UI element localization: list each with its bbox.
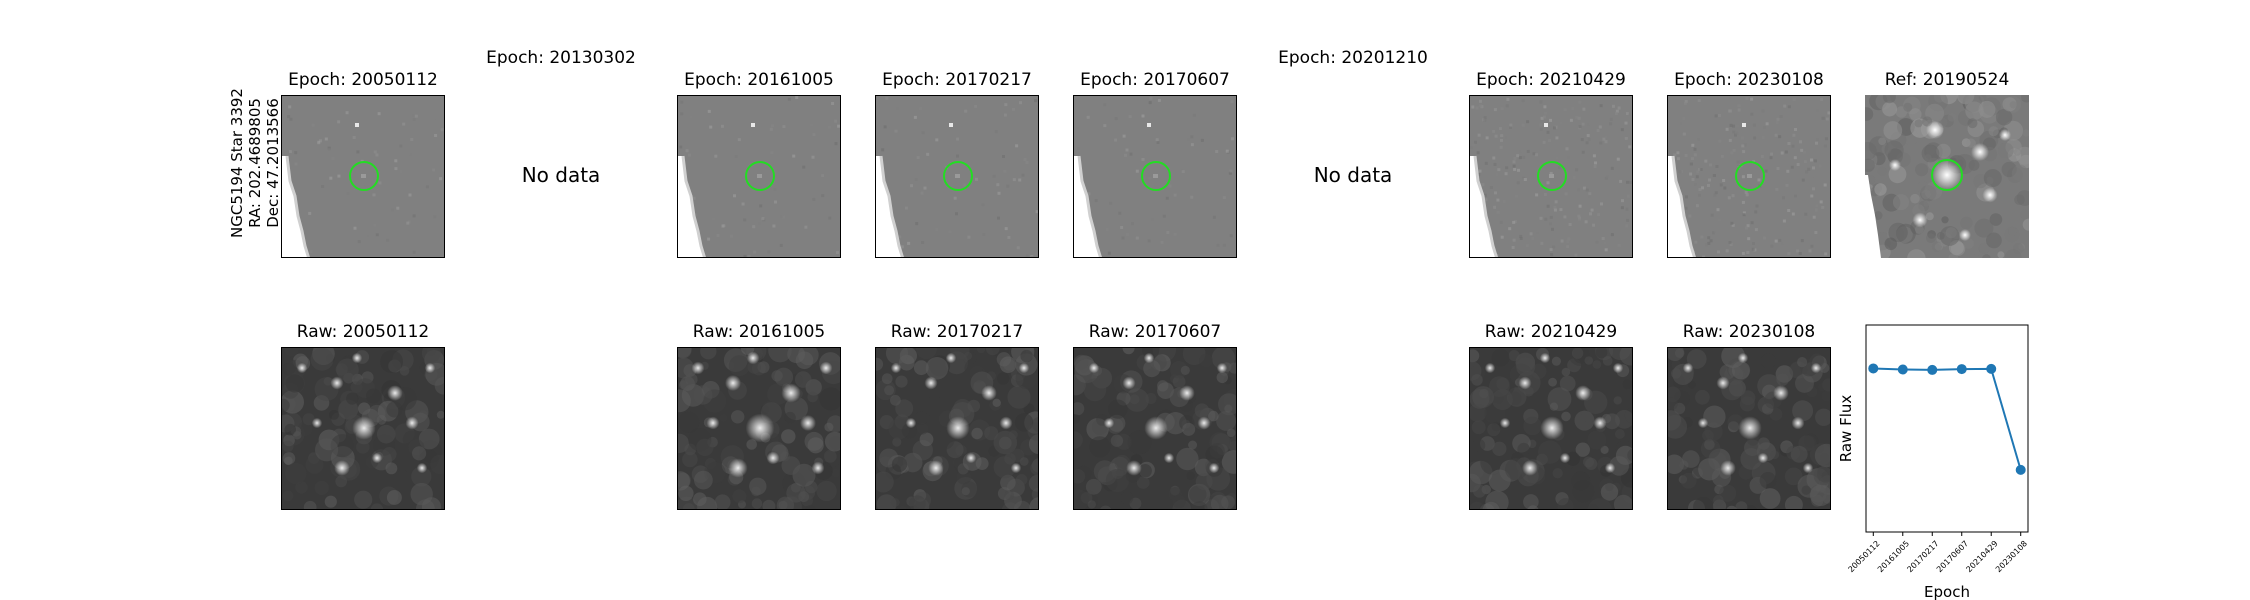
raw-image bbox=[1469, 347, 1633, 510]
raw-image bbox=[1667, 347, 1831, 510]
no-data-label: No data bbox=[521, 163, 601, 187]
x-tick-label: 20170217 bbox=[1905, 539, 1940, 574]
epoch-title: Epoch: 20130302 bbox=[486, 48, 636, 68]
raw-title: Raw: 20210429 bbox=[1484, 322, 1618, 342]
chart-axes-frame bbox=[1865, 324, 2029, 533]
epoch-title: Epoch: 20170217 bbox=[882, 70, 1032, 90]
data-point bbox=[1986, 363, 1997, 374]
reference-image bbox=[1865, 95, 2029, 258]
data-point bbox=[1868, 363, 1879, 374]
difference-image bbox=[281, 95, 445, 258]
difference-image bbox=[1073, 95, 1237, 258]
no-data-label: No data bbox=[1313, 163, 1393, 187]
x-tick-label: 20050112 bbox=[1847, 539, 1882, 574]
raw-title: Raw: 20230108 bbox=[1682, 322, 1816, 342]
x-tick-label: 20161005 bbox=[1876, 539, 1911, 574]
raw-title: Raw: 20170607 bbox=[1088, 322, 1222, 342]
x-axis-label: Epoch bbox=[1924, 583, 1970, 600]
series-line bbox=[1873, 367, 2022, 471]
y-axis-label: Raw Flux bbox=[1837, 395, 1855, 463]
target-dec: Dec: 47.2013566 bbox=[264, 98, 282, 228]
difference-image bbox=[875, 95, 1039, 258]
epoch-title: Epoch: 20050112 bbox=[288, 70, 438, 90]
raw-image bbox=[281, 347, 445, 510]
epoch-title: Epoch: 20210429 bbox=[1476, 70, 1626, 90]
target-ra: RA: 202.4689805 bbox=[246, 98, 264, 228]
data-point bbox=[1927, 364, 1938, 375]
x-tick-label: 20210429 bbox=[1964, 539, 1999, 574]
epoch-title: Epoch: 20230108 bbox=[1674, 70, 1824, 90]
epoch-title: Epoch: 20161005 bbox=[684, 70, 834, 90]
raw-image bbox=[677, 347, 841, 510]
raw-image bbox=[875, 347, 1039, 510]
raw-title: Raw: 20050112 bbox=[296, 322, 430, 342]
epoch-title: Epoch: 20170607 bbox=[1080, 70, 1230, 90]
x-tick-label: 20230108 bbox=[1994, 539, 2029, 574]
difference-image bbox=[1667, 95, 1831, 258]
raw-title: Raw: 20170217 bbox=[890, 322, 1024, 342]
raw-image bbox=[1073, 347, 1237, 510]
x-tick-label: 20170607 bbox=[1935, 539, 1970, 574]
difference-image bbox=[1469, 95, 1633, 258]
data-point bbox=[1956, 364, 1967, 375]
raw-title: Raw: 20161005 bbox=[692, 322, 826, 342]
data-point bbox=[2015, 464, 2026, 475]
difference-image bbox=[677, 95, 841, 258]
epoch-title: Epoch: 20201210 bbox=[1278, 48, 1428, 68]
reference-title: Ref: 20190524 bbox=[1884, 70, 2010, 90]
target-name: NGC5194 Star 3392 bbox=[228, 88, 246, 238]
data-point bbox=[1897, 364, 1908, 375]
